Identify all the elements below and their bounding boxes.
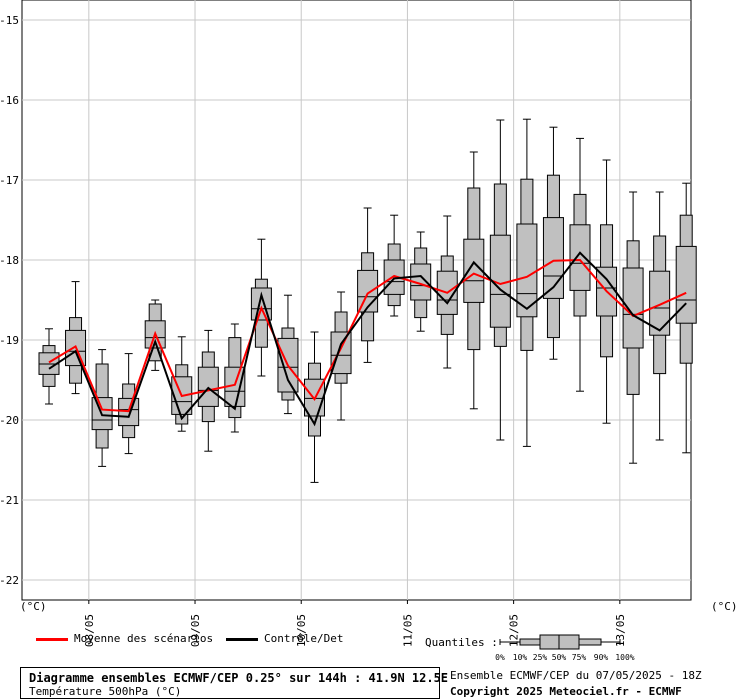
legend-control: Contrôle/Det xyxy=(226,632,343,645)
box-p25-p75 xyxy=(330,331,352,375)
footer-title: Diagramme ensembles ECMWF/CEP 0.25° sur … xyxy=(29,671,449,685)
quantile-legend: Quantiles : 0% 10% 25% 50% 75% 90% 100% xyxy=(425,634,635,662)
y-unit-left: (°C) xyxy=(20,600,47,613)
quantile-tick-label: 100% xyxy=(615,653,634,662)
x-tick-label: 11/05 xyxy=(401,614,414,647)
box-plot xyxy=(516,118,538,447)
mean-line-swatch xyxy=(36,637,68,641)
quantile-tick-label: 75% xyxy=(572,653,587,662)
plot-frame xyxy=(21,0,692,601)
x-tick-label: 08/05 xyxy=(83,614,96,647)
box-p25-p75 xyxy=(463,238,485,303)
box-plot xyxy=(569,137,591,392)
x-tick-label: 13/05 xyxy=(614,614,627,647)
y-tick-labels: -22 -21 -20 -19 -18 -17 -16 -15 xyxy=(0,14,19,587)
x-tick-label: 10/05 xyxy=(295,614,308,647)
grid-lines xyxy=(21,0,692,604)
footer-title-box: Diagramme ensembles ECMWF/CEP 0.25° sur … xyxy=(20,667,448,699)
y-tick-label: -17 xyxy=(0,174,19,187)
box-plots xyxy=(38,118,697,483)
legend-mean: Moyenne des scénarios xyxy=(36,632,213,645)
y-tick-label: -22 xyxy=(0,574,19,587)
quantile-tick-label: 90% xyxy=(594,653,609,662)
box-plot xyxy=(383,214,405,317)
copyright: Copyright 2025 Meteociel.fr - ECMWF xyxy=(450,685,682,698)
footer-subtitle: Température 500hPa (°C) xyxy=(29,685,182,698)
y-tick-label: -19 xyxy=(0,334,19,347)
quantile-tick-label: 50% xyxy=(552,653,567,662)
quantile-tick-label: 10% xyxy=(513,653,528,662)
y-tick-label: -16 xyxy=(0,94,19,107)
box-plot xyxy=(675,182,697,454)
box-plot xyxy=(38,328,60,405)
box-plot xyxy=(118,353,140,455)
mean-series-line xyxy=(48,258,687,413)
legend-mean-label: Moyenne des scénarios xyxy=(74,632,214,645)
box-p25-p75 xyxy=(622,267,644,349)
box-plot xyxy=(649,191,671,441)
y-tick-label: -21 xyxy=(0,494,19,507)
y-tick-label: -18 xyxy=(0,254,19,267)
box-plot xyxy=(65,281,87,395)
box-p25-p75 xyxy=(649,270,671,336)
box-p25-p75 xyxy=(675,245,697,324)
y-unit-right: (°C) xyxy=(711,600,738,613)
box-plot xyxy=(357,207,379,363)
box-plot xyxy=(463,151,485,410)
box-p25-p75 xyxy=(542,217,564,299)
y-tick-label: -15 xyxy=(0,14,19,27)
quantile-tick-label: 0% xyxy=(495,653,505,662)
series-lines xyxy=(48,251,687,427)
run-info: Ensemble ECMWF/CEP du 07/05/2025 - 18Z xyxy=(450,669,702,682)
legend-control-label: Contrôle/Det xyxy=(264,632,344,645)
x-tick-label: 12/05 xyxy=(508,614,521,647)
x-tick-labels: 08/05 09/05 10/05 11/05 12/05 13/05 xyxy=(83,614,627,647)
box-p25-p75 xyxy=(569,224,591,291)
box-plot xyxy=(622,191,644,464)
box-plot xyxy=(489,119,511,441)
box-plot xyxy=(542,126,564,360)
x-tick-label: 09/05 xyxy=(189,614,202,647)
y-tick-label: -20 xyxy=(0,414,19,427)
quantiles-label: Quantiles : xyxy=(425,636,498,649)
box-plot xyxy=(304,331,325,483)
quantile-tick-label: 25% xyxy=(533,653,548,662)
control-line-swatch xyxy=(226,637,258,641)
control-series-line xyxy=(48,251,687,427)
box-plot xyxy=(330,291,352,421)
